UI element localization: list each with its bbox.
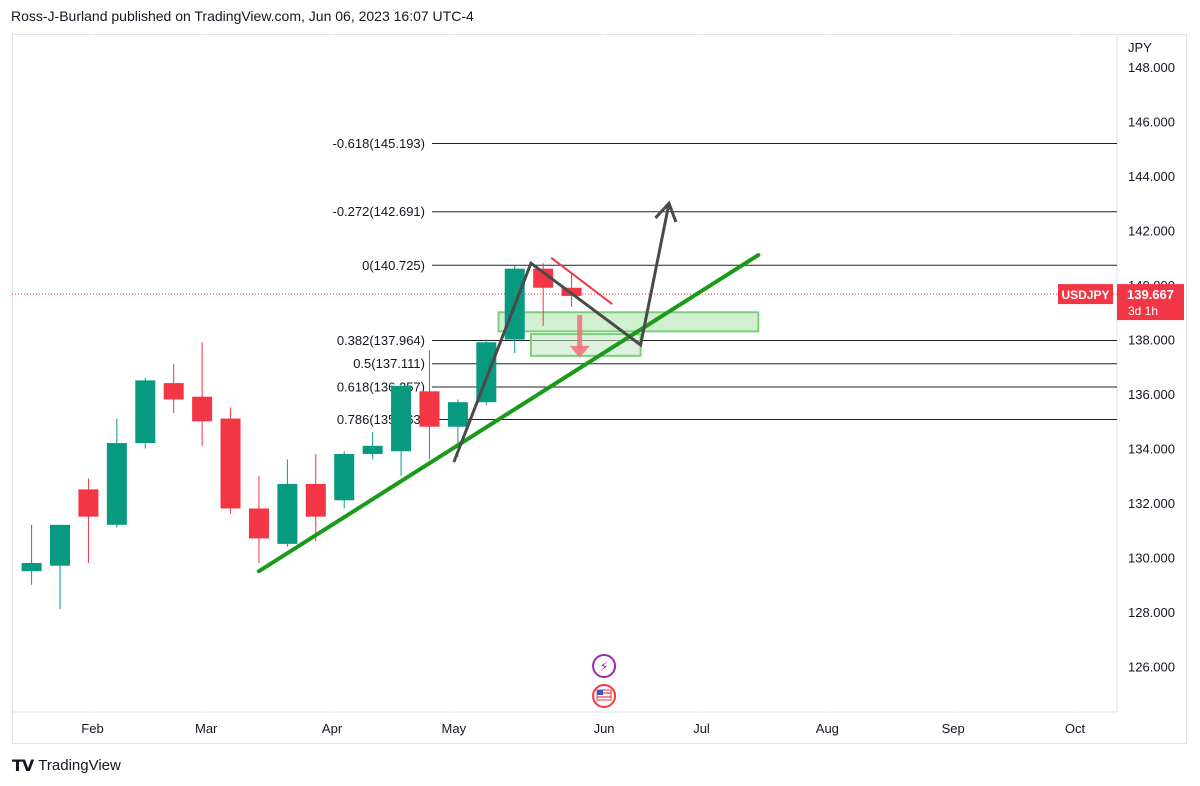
support-zone xyxy=(497,311,760,333)
brand-name[interactable]: TradingView xyxy=(38,757,121,774)
price-tag-countdown: 3d 1h xyxy=(1128,304,1158,318)
fib-level-label: 0.786(135.063) xyxy=(337,412,425,427)
us-flag-canton xyxy=(597,690,604,695)
y-tick-label: 142.000 xyxy=(1128,224,1175,239)
y-tick-label: 148.000 xyxy=(1128,60,1175,75)
projection-arrowhead-icon xyxy=(654,200,678,223)
candle-up xyxy=(21,562,42,572)
down-channel-line xyxy=(550,256,613,305)
candle-up xyxy=(447,402,468,427)
flash-event-icon xyxy=(592,654,617,678)
candle-up xyxy=(50,524,71,566)
projection-path xyxy=(452,202,671,463)
fib-level-label: 0.618(136.257) xyxy=(337,380,425,395)
candle-down xyxy=(192,396,213,422)
candle-up xyxy=(391,385,412,452)
x-tick-label: Apr xyxy=(322,721,343,736)
y-tick-label: 132.000 xyxy=(1128,496,1175,511)
x-tick-label: Oct xyxy=(1065,721,1086,736)
candle-down xyxy=(305,483,326,517)
y-tick-label: 128.000 xyxy=(1128,605,1175,620)
candle-up xyxy=(277,483,298,544)
y-tick-label: 146.000 xyxy=(1128,115,1175,130)
x-tick-label: Aug xyxy=(816,721,839,736)
y-tick-label: 134.000 xyxy=(1128,442,1175,457)
fib-level-label: -0.618(145.193) xyxy=(332,136,425,151)
candle-down xyxy=(78,489,99,517)
fib-level-label: -0.272(142.691) xyxy=(332,204,425,219)
candle-up xyxy=(334,453,355,501)
flash-glyph: ⚡ xyxy=(599,660,608,675)
candle-down xyxy=(419,391,440,427)
candle-up xyxy=(135,380,156,444)
candle-down xyxy=(220,418,241,509)
publication-header: Ross-J-Burland published on TradingView.… xyxy=(11,8,474,24)
candle-down xyxy=(163,383,184,400)
y-tick-label: 136.000 xyxy=(1128,387,1175,402)
candle-down xyxy=(533,268,554,288)
down-arrow-icon xyxy=(569,345,590,358)
x-tick-label: Sep xyxy=(942,721,965,736)
symbol-tag-label: USDJPY xyxy=(1061,288,1109,302)
candle-up xyxy=(106,443,127,525)
footer: TV TradingView xyxy=(12,756,121,775)
candle-down xyxy=(248,508,269,539)
support-zone-lower xyxy=(529,333,642,357)
x-tick-label: Feb xyxy=(81,721,103,736)
currency-label: JPY xyxy=(1128,40,1152,55)
y-tick-label: 126.000 xyxy=(1128,660,1175,675)
x-tick-label: Jun xyxy=(594,721,615,736)
fib-level-label: 0.382(137.964) xyxy=(337,333,425,348)
price-tag xyxy=(1117,284,1184,321)
y-tick-label: 130.000 xyxy=(1128,551,1175,566)
chart-frame xyxy=(12,34,1187,744)
tradingview-logo-icon[interactable]: TV xyxy=(12,756,34,775)
support-trendline xyxy=(256,253,761,574)
price-tag-value: 139.667 xyxy=(1127,287,1174,302)
y-tick-label: 144.000 xyxy=(1128,169,1175,184)
y-tick-label: 138.000 xyxy=(1128,333,1175,348)
x-tick-label: Mar xyxy=(195,721,218,736)
x-tick-label: May xyxy=(442,721,467,736)
fib-level-label: 0.5(137.111) xyxy=(353,356,425,371)
x-tick-label: Jul xyxy=(693,721,710,736)
symbol-tag xyxy=(1058,284,1113,305)
candle-up xyxy=(362,445,383,454)
fib-level-label: 0(140.725) xyxy=(362,258,425,273)
